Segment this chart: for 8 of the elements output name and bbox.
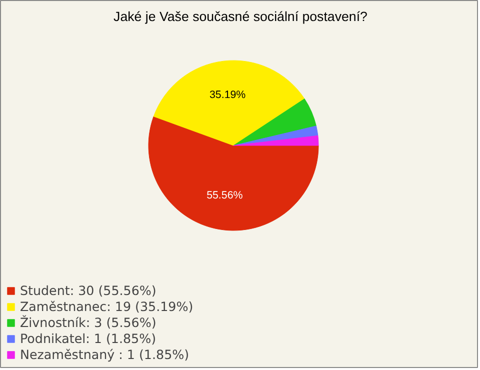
data-label: 35.19%	[210, 88, 246, 101]
legend-label: Podnikatel: 1 (1.85%)	[20, 331, 156, 346]
legend-label: Student: 30 (55.56%)	[20, 283, 156, 298]
data-label: 55.56%	[206, 190, 244, 202]
legend-label: Živnostník: 3 (5.56%)	[20, 315, 156, 330]
legend-label: Zaměstnanec: 19 (35.19%)	[20, 299, 194, 314]
chart-title: Jaké je Vaše současné sociální postavení?	[114, 9, 368, 24]
legend-label: Nezaměstnaný : 1 (1.85%)	[20, 347, 190, 362]
